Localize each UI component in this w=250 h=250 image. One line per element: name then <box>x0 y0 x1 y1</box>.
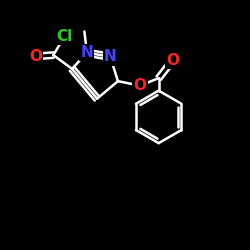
Text: O: O <box>29 49 42 64</box>
Text: O: O <box>166 53 179 68</box>
Text: N: N <box>104 49 117 64</box>
Text: N: N <box>80 45 93 60</box>
Text: Cl: Cl <box>56 29 73 44</box>
Text: O: O <box>134 78 146 93</box>
